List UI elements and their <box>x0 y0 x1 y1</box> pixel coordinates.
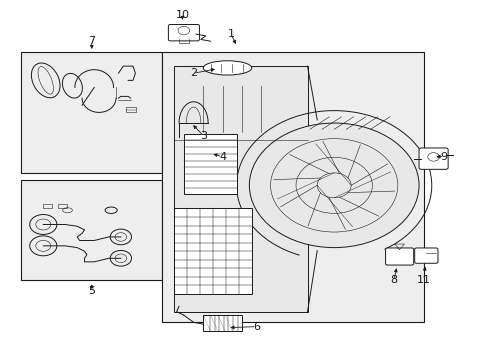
Text: 2: 2 <box>190 68 197 78</box>
Text: 11: 11 <box>416 275 430 285</box>
Bar <box>21 52 162 173</box>
Text: 7: 7 <box>88 36 95 46</box>
Text: 5: 5 <box>88 286 95 296</box>
Bar <box>174 208 251 294</box>
Bar <box>125 107 136 112</box>
Text: 10: 10 <box>175 9 189 19</box>
Polygon shape <box>203 315 242 331</box>
Circle shape <box>249 123 418 248</box>
FancyBboxPatch shape <box>385 248 413 265</box>
Text: 8: 8 <box>389 275 397 285</box>
Bar <box>183 134 237 194</box>
Text: 6: 6 <box>253 321 260 332</box>
Text: 4: 4 <box>219 152 226 162</box>
Ellipse shape <box>203 61 251 75</box>
FancyBboxPatch shape <box>418 148 447 169</box>
Bar <box>43 204 52 208</box>
Bar <box>21 180 162 280</box>
Bar <box>174 66 307 312</box>
Text: 3: 3 <box>200 131 206 140</box>
Bar <box>58 204 66 208</box>
Text: 9: 9 <box>440 152 447 162</box>
FancyBboxPatch shape <box>168 24 199 41</box>
Text: 1: 1 <box>227 29 234 39</box>
Bar <box>162 52 423 322</box>
FancyBboxPatch shape <box>414 248 437 263</box>
